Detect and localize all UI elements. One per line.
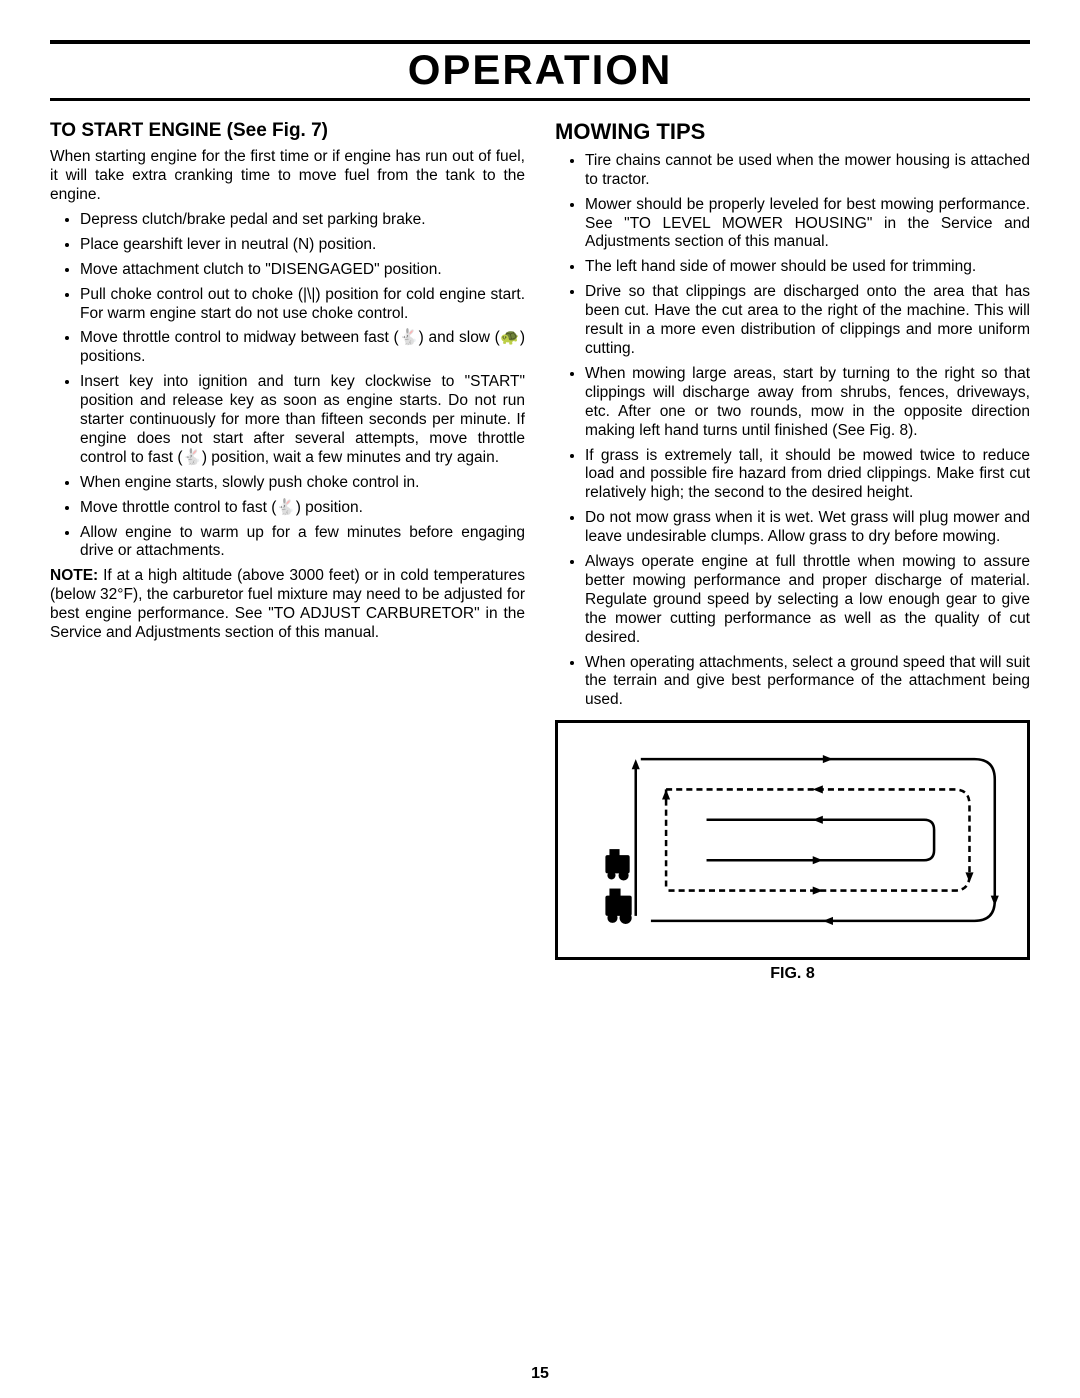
list-item: When operating attachments, select a gro… [585, 654, 1030, 711]
note-text: If at a high altitude (above 3000 feet) … [50, 567, 525, 641]
list-item: Move throttle control to fast (🐇) positi… [80, 499, 525, 518]
list-item: Pull choke control out to choke (|\|) po… [80, 286, 525, 324]
two-column-layout: TO START ENGINE (See Fig. 7) When starti… [50, 119, 1030, 984]
figure-caption: FIG. 8 [555, 964, 1030, 984]
start-engine-intro: When starting engine for the first time … [50, 148, 525, 205]
note-label: NOTE: [50, 567, 98, 584]
list-item: When mowing large areas, start by turnin… [585, 365, 1030, 441]
tractor-icon [605, 889, 631, 924]
page-number: 15 [531, 1365, 549, 1383]
list-item: Mower should be properly leveled for bes… [585, 196, 1030, 253]
start-engine-list: Depress clutch/brake pedal and set parki… [50, 211, 525, 562]
list-item: Tire chains cannot be used when the mowe… [585, 152, 1030, 190]
list-item: Always operate engine at full throttle w… [585, 553, 1030, 648]
list-item: Insert key into ignition and turn key cl… [80, 373, 525, 468]
list-item: Do not mow grass when it is wet. Wet gra… [585, 509, 1030, 547]
mowing-tips-list: Tire chains cannot be used when the mowe… [555, 152, 1030, 710]
list-item: If grass is extremely tall, it should be… [585, 447, 1030, 504]
note-paragraph: NOTE: If at a high altitude (above 3000 … [50, 567, 525, 643]
tractor-icon [605, 849, 629, 880]
figure-8-box [555, 720, 1030, 960]
page-title: OPERATION [408, 46, 673, 93]
list-item: Depress clutch/brake pedal and set parki… [80, 211, 525, 230]
list-item: Move throttle control to midway between … [80, 329, 525, 367]
list-item: Place gearshift lever in neutral (N) pos… [80, 236, 525, 255]
manual-page: OPERATION TO START ENGINE (See Fig. 7) W… [0, 0, 1080, 1398]
left-column: TO START ENGINE (See Fig. 7) When starti… [50, 119, 525, 984]
mowing-tips-heading: MOWING TIPS [555, 119, 1030, 146]
list-item: Drive so that clippings are discharged o… [585, 283, 1030, 359]
list-item: The left hand side of mower should be us… [585, 258, 1030, 277]
list-item: Allow engine to warm up for a few minute… [80, 524, 525, 562]
list-item: Move attachment clutch to "DISENGAGED" p… [80, 261, 525, 280]
start-engine-heading: TO START ENGINE (See Fig. 7) [50, 119, 525, 142]
mowing-pattern-diagram [570, 735, 1015, 945]
list-item: When engine starts, slowly push choke co… [80, 474, 525, 493]
right-column: MOWING TIPS Tire chains cannot be used w… [555, 119, 1030, 984]
title-box: OPERATION [50, 40, 1030, 101]
